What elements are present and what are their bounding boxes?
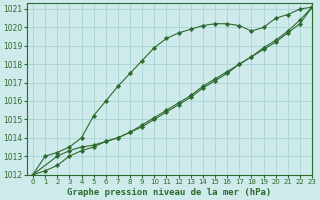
X-axis label: Graphe pression niveau de la mer (hPa): Graphe pression niveau de la mer (hPa) xyxy=(68,188,272,197)
